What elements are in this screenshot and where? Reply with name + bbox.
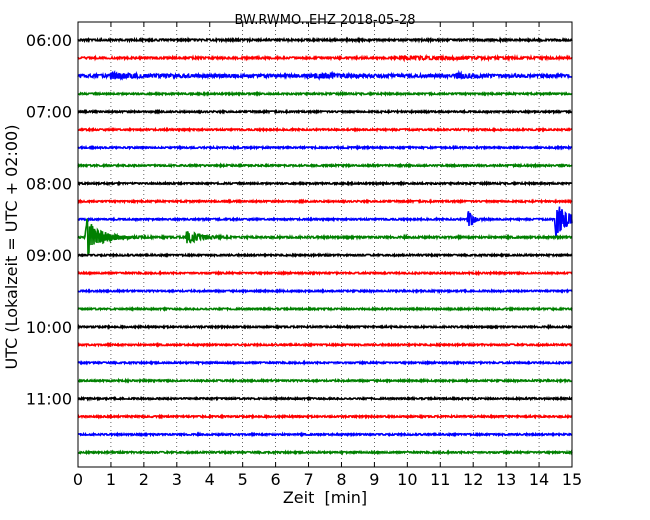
x-tick-label: 13 — [496, 470, 516, 489]
seismic-trace — [77, 90, 573, 97]
x-tick-label: 8 — [336, 470, 346, 489]
x-tick-label: 5 — [238, 470, 248, 489]
seismic-trace — [77, 198, 573, 205]
seismic-trace — [77, 180, 573, 187]
seismic-trace — [77, 341, 573, 348]
x-tick-label: 10 — [397, 470, 417, 489]
x-tick-label: 3 — [172, 470, 182, 489]
y-tick-label: 06:00 — [26, 31, 72, 50]
x-tick-label: 4 — [205, 470, 215, 489]
seismic-trace — [77, 69, 573, 81]
x-tick-label: 9 — [369, 470, 379, 489]
x-tick-label: 1 — [106, 470, 116, 489]
y-axis-label: UTC (Lokalzeit = UTC + 02:00) — [2, 125, 21, 370]
seismic-trace — [77, 305, 573, 312]
x-tick-label: 12 — [463, 470, 483, 489]
seismic-trace — [77, 287, 573, 295]
x-axis-label: Zeit [min] — [283, 488, 367, 507]
seismic-trace — [77, 218, 573, 256]
y-tick-label: 09:00 — [26, 246, 72, 265]
seismic-trace — [77, 269, 573, 277]
seismic-trace — [77, 395, 573, 402]
seismic-trace — [77, 359, 573, 366]
plot-frame — [77, 21, 573, 468]
seismic-trace — [77, 108, 573, 115]
x-tick-label: 0 — [73, 470, 83, 489]
y-tick-label: 10:00 — [26, 318, 72, 337]
x-tick-label: 11 — [430, 470, 450, 489]
y-tick-label: 08:00 — [26, 174, 72, 193]
seismic-trace — [77, 377, 573, 384]
y-tick-label: 07:00 — [26, 103, 72, 122]
seismic-traces — [77, 36, 573, 456]
seismic-trace — [77, 53, 573, 63]
axis-ticks: 0 1 2 3 4 5 6 7 8 9 10 11 12 13 14 1506:0007:0008:0009:… — [26, 22, 582, 489]
seismic-trace — [77, 323, 573, 330]
seismic-trace — [77, 413, 573, 420]
chart-title: BW.RWMO..EHZ 2018-05-28 — [234, 13, 415, 28]
x-tick-label: 7 — [303, 470, 313, 489]
x-tick-label: 6 — [271, 470, 281, 489]
seismic-trace — [77, 252, 573, 259]
seismic-trace — [77, 431, 573, 438]
seismic-trace — [77, 126, 573, 133]
seismic-trace — [77, 162, 573, 169]
seismic-trace — [77, 144, 573, 151]
x-tick-label: 14 — [529, 470, 549, 489]
x-tick-label: 2 — [139, 470, 149, 489]
seismic-trace — [77, 206, 573, 238]
seismic-trace — [77, 36, 573, 44]
seismic-trace — [77, 449, 573, 456]
y-tick-label: 11:00 — [26, 390, 72, 409]
x-tick-label: 15 — [562, 470, 582, 489]
